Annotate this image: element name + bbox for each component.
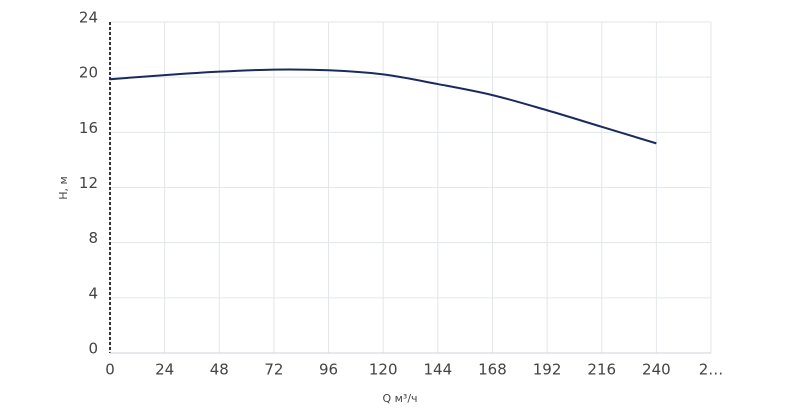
data-line bbox=[109, 68, 657, 145]
y-tick-label: 20 bbox=[79, 64, 98, 82]
x-tick-label: 144 bbox=[423, 361, 452, 379]
x-tick-label: 24 bbox=[155, 361, 174, 379]
y-tick-label: 4 bbox=[88, 284, 98, 302]
y-tick-label: 24 bbox=[79, 9, 98, 27]
y-tick-label: 16 bbox=[79, 119, 98, 137]
y-axis-label: H, м bbox=[57, 176, 70, 200]
y-tick-label: 12 bbox=[79, 174, 98, 192]
x-tick-label: 0 bbox=[105, 361, 115, 379]
x-tick-label: 48 bbox=[210, 361, 229, 379]
y-tick-label: 8 bbox=[88, 229, 98, 247]
x-tick-label: 72 bbox=[264, 361, 283, 379]
x-tick-label: 120 bbox=[369, 361, 398, 379]
x-axis-label: Q м³/ч bbox=[382, 392, 417, 405]
x-tick-label: 192 bbox=[533, 361, 562, 379]
x-tick-label: 240 bbox=[642, 361, 671, 379]
x-tick-label: 2… bbox=[699, 361, 724, 379]
x-tick-label: 216 bbox=[587, 361, 616, 379]
x-tick-label: 96 bbox=[319, 361, 338, 379]
x-tick-label: 168 bbox=[478, 361, 507, 379]
y-tick-label: 0 bbox=[88, 340, 98, 358]
